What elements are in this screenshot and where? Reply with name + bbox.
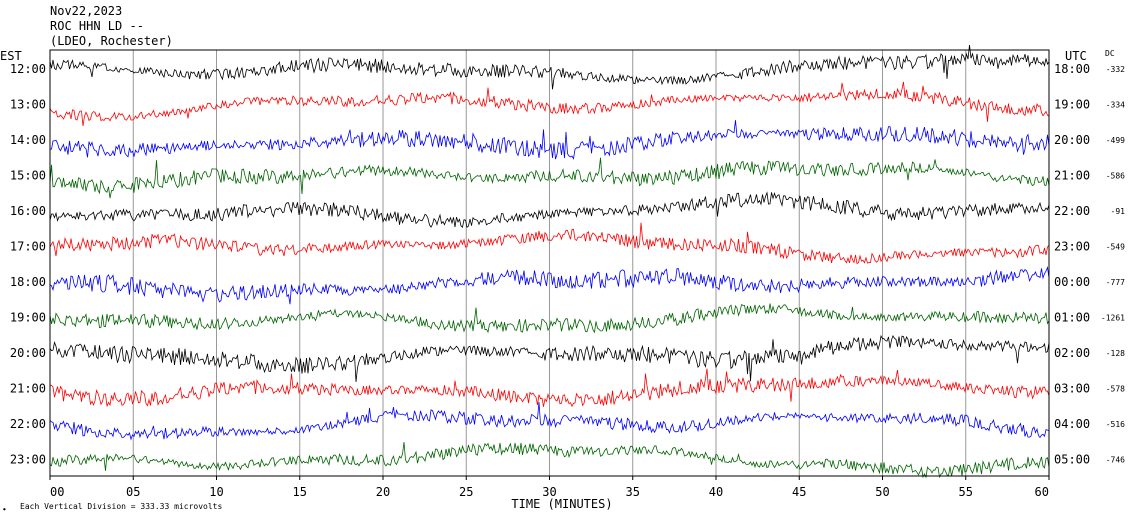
dc-value: -334 (1106, 101, 1125, 110)
x-tick-label-20: 20 (376, 485, 390, 499)
trace-2000 (49, 334, 1050, 382)
left-axis-label: EST (0, 49, 22, 63)
utc-label: 20:00 (1054, 133, 1090, 147)
utc-label: 00:00 (1054, 275, 1090, 289)
x-tick-label-30: 30 (542, 485, 556, 499)
dc-header-label: DC (1105, 49, 1115, 58)
dc-value: -128 (1106, 349, 1125, 358)
dc-labels: -332 -334 -499 -586 -91 -549 -777 -1261 -128 -578… (1101, 65, 1125, 465)
est-label: 21:00 (10, 382, 46, 396)
header-station: ROC HHN LD -- (50, 19, 144, 33)
est-label: 15:00 (10, 169, 46, 183)
utc-label: 22:00 (1054, 204, 1090, 218)
trace-group (49, 45, 1050, 479)
x-tick-label-55: 55 (959, 485, 973, 499)
trace-1300 (49, 81, 1050, 126)
utc-label: 03:00 (1054, 382, 1090, 396)
dc-value: -332 (1106, 65, 1125, 74)
x-tick-label-00: 00 (50, 485, 64, 499)
trace-1700 (49, 222, 1050, 265)
trace-1400 (49, 120, 1050, 160)
corner-mark-icon: ∙ (2, 505, 7, 514)
x-tick-label-05: 05 (126, 485, 140, 499)
utc-label: 23:00 (1054, 240, 1090, 254)
trace-1800 (49, 265, 1050, 305)
utc-label: 05:00 (1054, 453, 1090, 467)
dc-value: -578 (1106, 385, 1125, 394)
x-tick-label-40: 40 (709, 485, 723, 499)
x-tick-label-60: 60 (1035, 485, 1049, 499)
est-label: 18:00 (10, 275, 46, 289)
vertical-grid (132, 50, 967, 476)
utc-label: 04:00 (1054, 417, 1090, 431)
trace-2100 (49, 368, 1050, 408)
est-label: 22:00 (10, 417, 46, 431)
trace-2200 (49, 402, 1050, 441)
utc-label: 19:00 (1054, 98, 1090, 112)
x-tick-label-25: 25 (459, 485, 473, 499)
dc-value: -91 (1111, 207, 1126, 216)
header-date: Nov22,2023 (50, 4, 122, 18)
utc-label: 18:00 (1054, 62, 1090, 76)
utc-label: 21:00 (1054, 169, 1090, 183)
utc-labels: 18:00 19:00 20:00 21:00 22:00 23:00 00:00 01:00… (1054, 62, 1090, 467)
trace-1500 (49, 157, 1050, 199)
dc-value: -746 (1106, 456, 1125, 465)
x-tick-label-35: 35 (626, 485, 640, 499)
dc-value: -499 (1106, 136, 1125, 145)
utc-label: 02:00 (1054, 346, 1090, 360)
est-label: 19:00 (10, 311, 46, 325)
x-tick-label-10: 10 (209, 485, 223, 499)
scale-note: Each Vertical Division = 333.33 microvol… (20, 502, 222, 511)
x-tick-label-45: 45 (792, 485, 806, 499)
trace-1900 (49, 303, 1050, 334)
x-tick-labels: 00 05 10 15 20 25 30 35 40 45 50 55 60 (49, 476, 1050, 499)
est-label: 20:00 (10, 346, 46, 360)
est-label: 17:00 (10, 240, 46, 254)
dc-value: -586 (1106, 172, 1125, 181)
dc-value: -777 (1106, 278, 1125, 287)
est-label: 12:00 (10, 62, 46, 76)
trace-2300 (49, 441, 1050, 479)
utc-label: 01:00 (1054, 311, 1090, 325)
est-label: 23:00 (10, 453, 46, 467)
dc-value: -516 (1106, 420, 1125, 429)
x-tick-label-50: 50 (875, 485, 889, 499)
right-axis-label: UTC (1065, 49, 1087, 63)
dc-value: -1261 (1101, 314, 1125, 323)
est-label: 16:00 (10, 204, 46, 218)
trace-1200 (49, 45, 1050, 90)
est-label: 13:00 (10, 98, 46, 112)
x-axis-title: TIME (MINUTES) (511, 497, 612, 511)
trace-1600 (49, 191, 1050, 229)
x-tick-label-15: 15 (293, 485, 307, 499)
dc-value: -549 (1106, 243, 1125, 252)
header-network: (LDEO, Rochester) (50, 34, 173, 48)
est-label: 14:00 (10, 133, 46, 147)
est-labels: 12:00 13:00 14:00 15:00 16:00 17:00 18:00 19:00… (10, 62, 46, 467)
